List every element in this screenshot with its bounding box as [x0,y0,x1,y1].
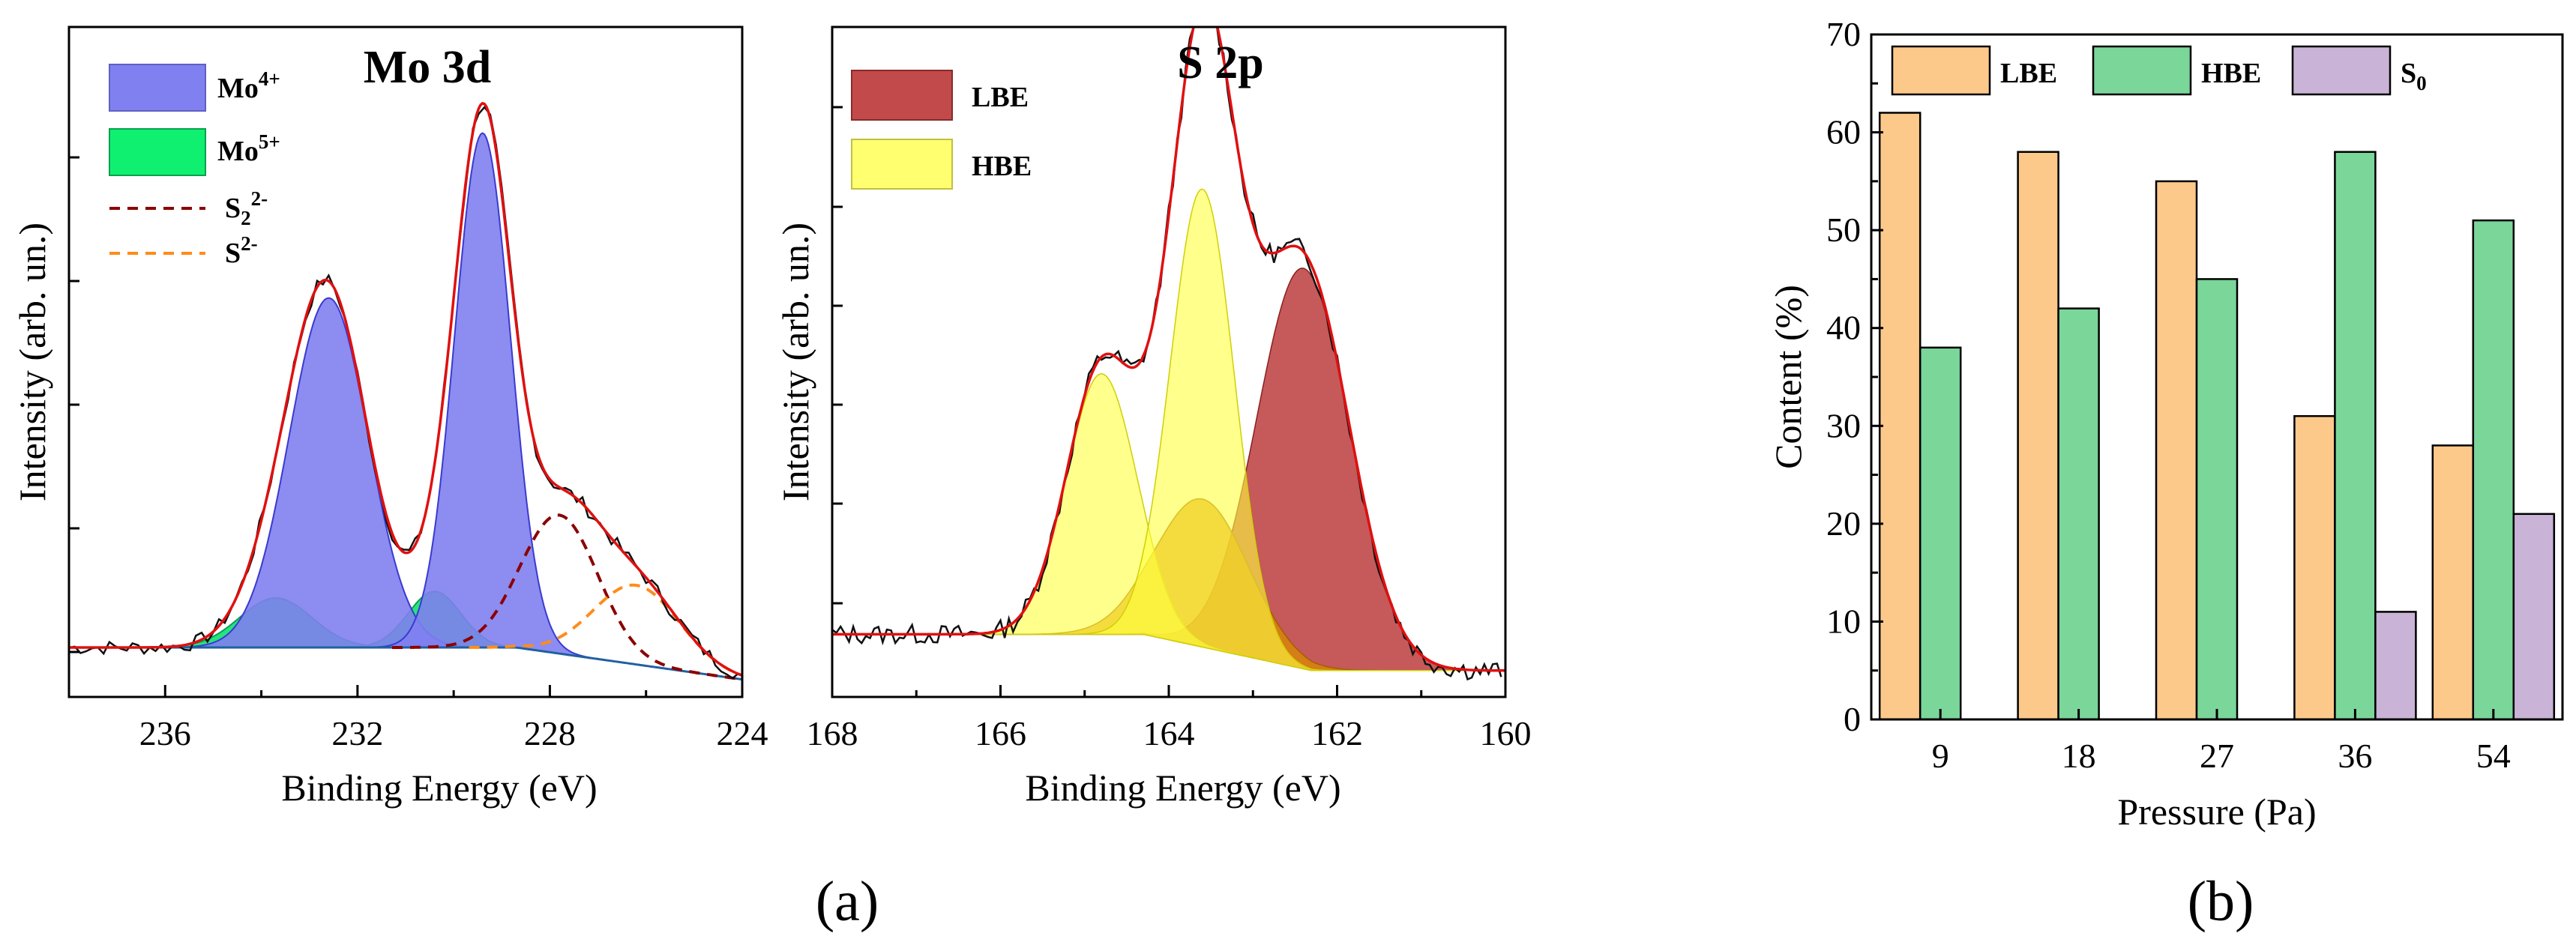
s2p-x-tick-label: 164 [1143,714,1195,752]
mo3d-x-tick-label: 224 [717,714,768,752]
legend-label-hbe-xps: HBE [972,151,1032,182]
legend-swatch-lbe [1891,45,1991,96]
bar-y-ticks: 0 10 20 30 40 50 60 70 [1826,15,1883,738]
s2p-x-ticks: 168 166 164 162 160 [807,685,1532,752]
bar-s0-36 [2374,611,2417,721]
bar-y-tick-label: 10 [1826,602,1861,640]
legend-label-mo5: Mo5+ [217,130,280,167]
s2p-legend: LBE HBE [851,70,1032,190]
bar-lbe-27 [2155,180,2198,721]
legend-swatch-lbe-xps [851,70,953,121]
bar-y-tick-label: 60 [1826,113,1861,151]
bar-hbe-18 [2057,307,2100,721]
mo4-peak-1 [69,297,742,680]
legend-swatch-mo5 [109,128,206,176]
mo3d-fit-line [69,101,742,677]
s2p-plot-area [832,27,1505,681]
legend-label-lbe: LBE [2000,58,2057,89]
mo3d-x-tick-label: 232 [331,714,383,752]
bar-y-tick-label: 20 [1826,504,1861,543]
s2p-x-tick-label: 166 [975,714,1026,752]
legend-label-s2: S2- [225,232,258,269]
mo3d-x-ticks: 236 232 228 224 [139,685,768,752]
legend-label-s0: S0 [2401,58,2427,94]
legend-label-s22: S22- [225,187,268,229]
s2p-x-tick-label: 162 [1311,714,1363,752]
mo3d-title: Mo 3d [364,42,492,93]
bar-y-tick-label: 50 [1826,211,1861,249]
bar-hbe-36 [2334,151,2377,721]
legend-swatch-mo4 [109,64,206,112]
bar-y-tick-label: 70 [1826,15,1861,53]
bar-y-tick-label: 40 [1826,309,1861,347]
bar-hbe-27 [2195,278,2239,721]
s2p-x-tick-label: 160 [1480,714,1532,752]
bar-x-tick-label: 9 [1932,737,1949,775]
legend-swatch-hbe-xps [851,139,953,190]
bar-y-tick-label: 30 [1826,406,1861,444]
mo3d-x-label: Binding Energy (eV) [281,767,597,809]
panel-label-a: (a) [816,870,879,933]
bar-y-label: Content (%) [1767,285,1809,469]
legend-label-hbe: HBE [2201,58,2261,89]
mo3d-legend: Mo4+ Mo5+ S22- S2- [109,64,280,269]
mo3d-y-ticks [69,156,79,653]
s22-component-line [392,513,742,681]
mo3d-plot-area [69,101,742,681]
bar-lbe-9 [1878,112,1922,721]
mo3d-raw-data-line [69,106,739,680]
s2p-x-tick-label: 168 [807,714,858,752]
bar-x-tick-label: 54 [2476,737,2511,775]
mo3d-panel: 236 232 228 224 Mo 3d Binding Energy (eV) I… [11,25,768,809]
mo3d-frame [67,25,744,698]
bar-x-ticks: 9 18 27 36 54 [1932,709,2511,775]
hbe-peak-1 [832,188,1505,671]
bar-y-tick-label: 0 [1844,700,1861,738]
legend-swatch-s0 [2291,45,2392,96]
bar-hbe-54 [2472,219,2515,721]
mo3d-x-tick-label: 236 [139,714,191,752]
s2p-y-label: Intensity (arb. un.) [774,223,816,501]
bar-lbe-18 [2017,151,2059,721]
bar-lbe-36 [2293,414,2336,721]
bar-x-tick-label: 18 [2062,737,2096,775]
s2p-x-label: Binding Energy (eV) [1025,767,1340,809]
s2p-title: S 2p [1177,37,1263,88]
bar-x-tick-label: 27 [2200,737,2234,775]
bar-x-tick-label: 36 [2338,737,2372,775]
bar-x-label: Pressure (Pa) [2117,791,2316,833]
s2p-y-ticks [832,106,843,605]
panel-label-b: (b) [2188,870,2254,933]
bar-hbe-9 [1919,346,1962,721]
s2p-panel: 168 166 164 162 160 S 2p Binding Energy (eV)… [774,25,1532,809]
mo3d-x-tick-label: 228 [524,714,576,752]
bar-legend: LBE HBE S0 [1891,45,2427,96]
bar-s0-54 [2512,513,2556,721]
bar-lbe-54 [2431,444,2475,721]
mo3d-y-label: Intensity (arb. un.) [11,223,53,501]
legend-swatch-hbe [2092,45,2192,96]
legend-label-mo4: Mo4+ [217,67,280,104]
s2p-fit-line [832,27,1505,672]
legend-label-lbe-xps: LBE [972,82,1029,113]
